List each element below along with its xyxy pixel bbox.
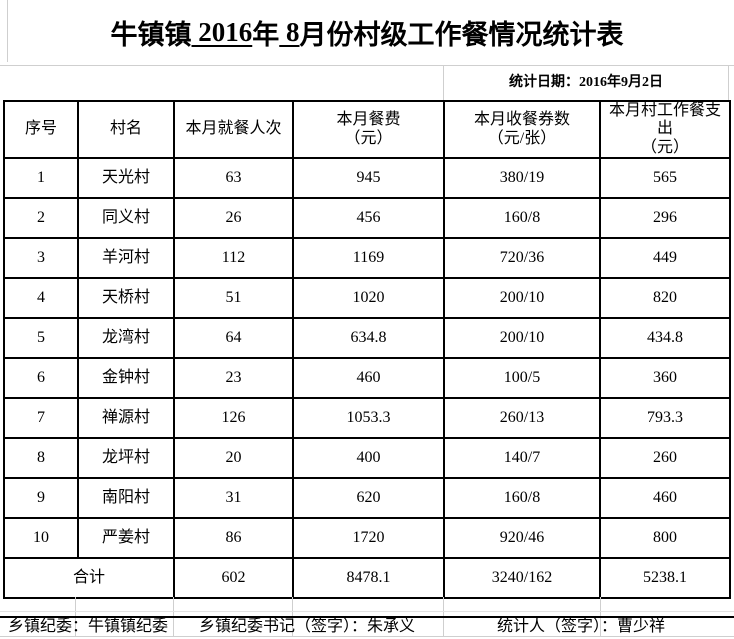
table-row: 4 天桥村 51 1020 200/10 820 <box>3 277 731 320</box>
total-row: 合计 602 8478.1 3240/162 5238.1 <box>3 557 731 600</box>
cell-serial: 1 <box>3 157 79 200</box>
cell-meal-cost: 1020 <box>292 277 445 320</box>
cell-expense: 296 <box>599 197 731 240</box>
title-part: 牛镇镇 <box>110 20 192 50</box>
cell-diners: 31 <box>173 477 294 520</box>
table-row: 8 龙坪村 20 400 140/7 260 <box>3 437 731 480</box>
cell-meal-cost: 456 <box>292 197 445 240</box>
page-title: 牛镇镇 2016 年 8 月份村级工作餐情况统计表 <box>0 0 734 66</box>
gridline <box>0 611 734 612</box>
cell-expense: 434.8 <box>599 317 731 360</box>
title-year-underlined: 2016 <box>191 17 253 47</box>
cell-diners: 23 <box>173 357 294 400</box>
cell-expense: 449 <box>599 237 731 280</box>
work-meal-stats-table: 序号 村名 本月就餐人次 本月餐费 （元） 本月收餐券数 （元/张） 本月村工作… <box>3 99 731 600</box>
col-header-diners: 本月就餐人次 <box>173 99 294 160</box>
cell-diners: 63 <box>173 157 294 200</box>
cell-meal-cost: 620 <box>292 477 445 520</box>
secretary-signature-label: 乡镇纪委书记（签字）：朱承义 <box>199 618 416 635</box>
col-header-meal-cost: 本月餐费 （元） <box>292 99 445 160</box>
cell-diners: 86 <box>173 517 294 560</box>
cell-serial: 6 <box>3 357 79 400</box>
table-row: 10 严姜村 86 1720 920/46 800 <box>3 517 731 560</box>
cell-expense: 360 <box>599 357 731 400</box>
total-meal-cost: 8478.1 <box>292 557 445 600</box>
cell-vouchers: 200/10 <box>443 277 601 320</box>
statistician-signature-label: 统计人（签字）：曹少祥 <box>497 618 666 635</box>
cell-vouchers: 160/8 <box>443 477 601 520</box>
cell-village: 南阳村 <box>77 477 175 520</box>
cell-village: 禅源村 <box>77 397 175 440</box>
cell-meal-cost: 1720 <box>292 517 445 560</box>
total-vouchers: 3240/162 <box>443 557 601 600</box>
cell-vouchers: 720/36 <box>443 237 601 280</box>
table-row: 9 南阳村 31 620 160/8 460 <box>3 477 731 520</box>
cell-village: 金钟村 <box>77 357 175 400</box>
cell-vouchers: 260/13 <box>443 397 601 440</box>
cell-serial: 9 <box>3 477 79 520</box>
cell-diners: 51 <box>173 277 294 320</box>
cell-village: 龙湾村 <box>77 317 175 360</box>
cell-expense: 820 <box>599 277 731 320</box>
cell-village: 严姜村 <box>77 517 175 560</box>
col-header-village: 村名 <box>77 99 175 160</box>
cell-meal-cost: 1169 <box>292 237 445 280</box>
col-header-serial: 序号 <box>3 99 79 160</box>
cell-meal-cost: 634.8 <box>292 317 445 360</box>
gridline <box>7 0 8 62</box>
stat-date-label: 统计日期：2016年9月2日 <box>443 66 729 100</box>
total-expense: 5238.1 <box>599 557 731 600</box>
cell-vouchers: 380/19 <box>443 157 601 200</box>
cell-expense: 460 <box>599 477 731 520</box>
table-row: 3 羊河村 112 1169 720/36 449 <box>3 237 731 280</box>
cell-serial: 2 <box>3 197 79 240</box>
table-row: 1 天光村 63 945 380/19 565 <box>3 157 731 200</box>
title-month-underlined: 8 <box>279 17 300 47</box>
stat-date-row: 统计日期：2016年9月2日 <box>0 66 734 100</box>
table-row: 7 禅源村 126 1053.3 260/13 793.3 <box>3 397 731 440</box>
title-part: 月份村级工作餐情况统计表 <box>299 20 624 50</box>
col-header-expense: 本月村工作餐支 出 （元） <box>599 99 731 160</box>
cell-vouchers: 100/5 <box>443 357 601 400</box>
cell-serial: 10 <box>3 517 79 560</box>
cell-serial: 5 <box>3 317 79 360</box>
table-row: 6 金钟村 23 460 100/5 360 <box>3 357 731 400</box>
cell-vouchers: 160/8 <box>443 197 601 240</box>
total-label: 合计 <box>3 557 175 600</box>
cell-diners: 112 <box>173 237 294 280</box>
committee-label: 乡镇纪委：牛镇镇纪委 <box>8 618 169 635</box>
title-part: 年 <box>252 20 280 50</box>
cell-village: 羊河村 <box>77 237 175 280</box>
cell-diners: 64 <box>173 317 294 360</box>
cell-village: 龙坪村 <box>77 437 175 480</box>
table-row: 2 同义村 26 456 160/8 296 <box>3 197 731 240</box>
cell-meal-cost: 1053.3 <box>292 397 445 440</box>
header-row: 序号 村名 本月就餐人次 本月餐费 （元） 本月收餐券数 （元/张） 本月村工作… <box>3 99 731 160</box>
cell-meal-cost: 460 <box>292 357 445 400</box>
cell-serial: 3 <box>3 237 79 280</box>
cell-meal-cost: 945 <box>292 157 445 200</box>
cell-expense: 800 <box>599 517 731 560</box>
cell-serial: 7 <box>3 397 79 440</box>
col-header-vouchers: 本月收餐券数 （元/张） <box>443 99 601 160</box>
total-diners: 602 <box>173 557 294 600</box>
table-row: 5 龙湾村 64 634.8 200/10 434.8 <box>3 317 731 360</box>
cell-serial: 4 <box>3 277 79 320</box>
cell-expense: 793.3 <box>599 397 731 440</box>
cell-serial: 8 <box>3 437 79 480</box>
signature-bar: 乡镇纪委：牛镇镇纪委 乡镇纪委书记（签字）：朱承义 统计人（签字）：曹少祥 <box>0 616 734 637</box>
cell-diners: 20 <box>173 437 294 480</box>
cell-village: 同义村 <box>77 197 175 240</box>
cell-diners: 126 <box>173 397 294 440</box>
cell-expense: 565 <box>599 157 731 200</box>
cell-village: 天光村 <box>77 157 175 200</box>
cell-village: 天桥村 <box>77 277 175 320</box>
cell-vouchers: 920/46 <box>443 517 601 560</box>
cell-diners: 26 <box>173 197 294 240</box>
cell-meal-cost: 400 <box>292 437 445 480</box>
cell-vouchers: 200/10 <box>443 317 601 360</box>
cell-vouchers: 140/7 <box>443 437 601 480</box>
cell-expense: 260 <box>599 437 731 480</box>
